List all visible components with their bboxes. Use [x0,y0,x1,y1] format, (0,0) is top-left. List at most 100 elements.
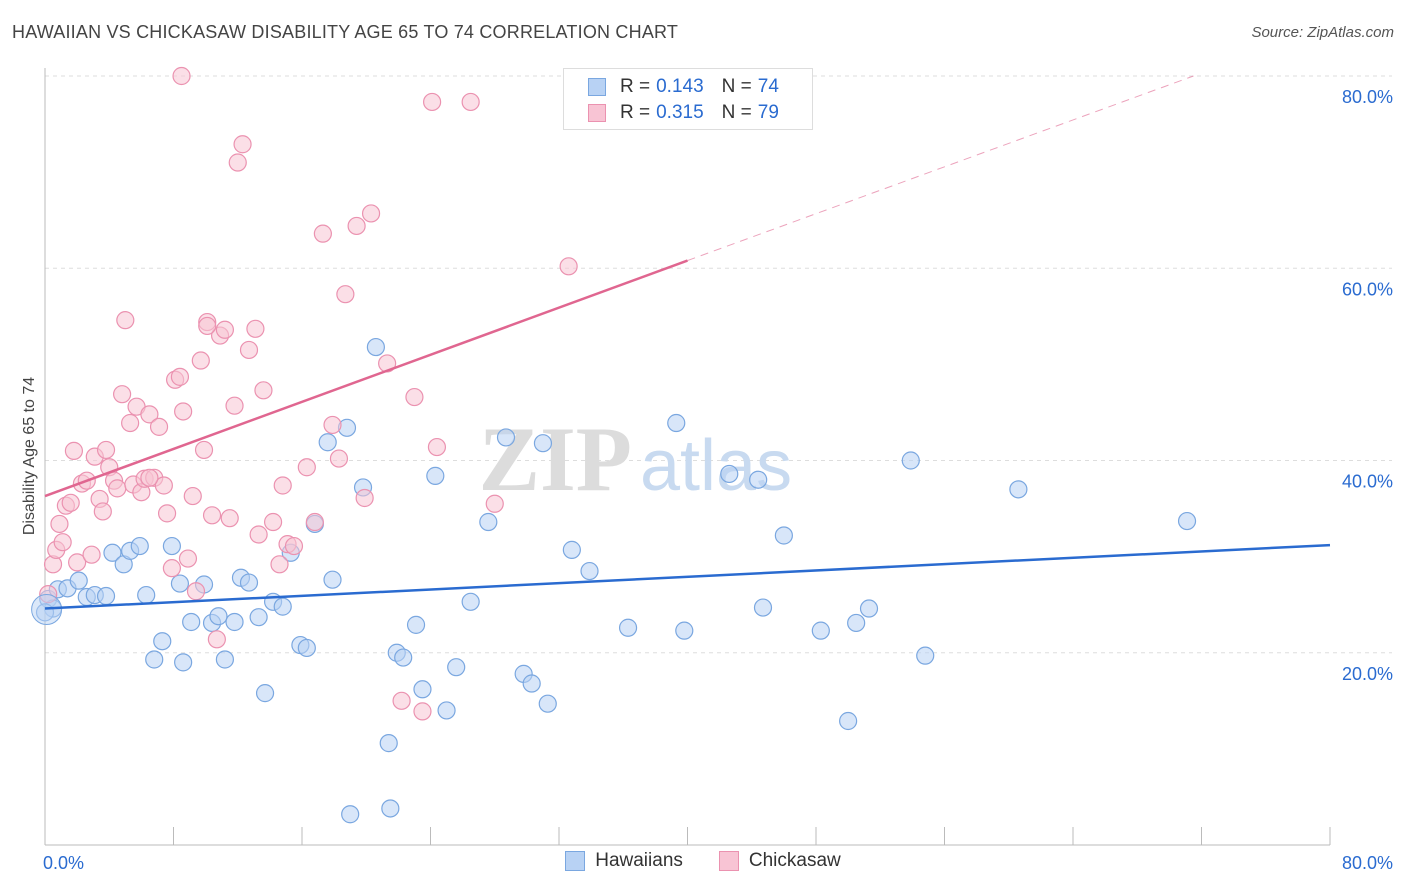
hawaiians-point [580,561,599,581]
grid-lines [45,75,1392,654]
chickasaw-point [68,553,87,572]
hawaiians-point [318,433,337,452]
chickasaw-point [172,66,191,86]
chickasaw-point [61,493,80,512]
chickasaw-point [215,320,234,339]
chickasaw-point [361,204,381,223]
chickasaw-point [249,525,268,544]
watermark-atlas: atlas [640,426,792,506]
stats-row-hawaiians: R = 0.143 N = 74 [588,74,779,100]
axes [44,68,1331,846]
chickasaw-point [297,458,316,477]
hawaiians-point [496,428,516,447]
chickasaw-point [347,216,366,236]
stats-row-chickasaw: R = 0.315 N = 79 [588,100,779,126]
hawaiians-point [901,451,920,470]
watermark-zip: ZIP [479,408,632,510]
hawaiians-point [341,805,360,824]
hawaiians-point [916,646,935,665]
chickasaw-point [239,340,259,360]
chickasaw-point [355,488,374,508]
series-legend: Hawaiians Chickasaw [0,850,1406,872]
legend-item-chickasaw[interactable]: Chickasaw [718,850,841,872]
chickasaw-point [186,582,206,601]
chickasaw-point [154,476,173,495]
chickasaw-point [82,545,101,564]
hawaiians-point [182,612,201,632]
chickasaw-point [273,476,292,495]
chickasaw-point [228,153,247,172]
hawaiians-swatch [588,78,606,96]
hawaiians-point [538,694,557,713]
trend-lines [44,75,1331,610]
chickasaw-point [194,440,214,460]
hawaiians-point [249,608,268,627]
hawaiians-point [174,653,193,672]
chickasaw-point [191,351,210,370]
n-label: N = [721,102,752,123]
chickasaw-point [116,311,135,330]
hawaiians-point [381,799,400,818]
hawaiians-point [426,466,445,485]
hawaiians-point [215,650,234,669]
hawaiians-point [69,571,88,590]
chickasaw-point [96,440,116,460]
hawaiians-point [753,598,773,617]
chickasaw-point [112,385,132,404]
chickasaw-point [157,504,177,523]
chickasaw-point [313,224,332,243]
chickasaw-point [263,512,283,532]
chickasaw-point [93,502,112,521]
hawaiians-point [96,586,116,606]
hawaiians-trend-line [44,543,1331,610]
r-value: 0.315 [656,102,704,123]
chickasaw-point [174,402,193,421]
hawaiians-point [273,597,292,616]
hawaiians-point [667,413,686,433]
chickasaw-point [423,92,442,112]
chickasaw-point [149,417,169,436]
chickasaw-point [198,316,217,336]
hawaiians-point [162,536,181,556]
chickasaw-point [207,630,226,649]
data-points [31,66,1197,824]
hawaiians-point [239,573,259,592]
chickasaw-swatch [718,851,739,871]
chickasaw-point [108,479,127,498]
chickasaw-point [323,415,342,435]
hawaiians-point [533,434,553,453]
stats-legend: R = 0.143 N = 74 R = 0.315 N = 79 [563,68,813,130]
hawaiians-point [323,570,342,589]
source-label: Source: ZipAtlas.com [1251,24,1394,41]
watermark: ZIP atlas [479,408,792,510]
chickasaw-trend-line [44,259,688,498]
chickasaw-swatch [588,104,606,122]
chickasaw-point [246,319,265,338]
hawaiians-point [847,613,866,633]
chart-title: HAWAIIAN VS CHICKASAW DISABILITY AGE 65 … [12,22,679,42]
chickasaw-point [270,555,289,574]
chickasaw-point [254,381,273,400]
legend-item-hawaiians[interactable]: Hawaiians [565,850,683,872]
chickasaw-point [233,135,252,154]
hawaiians-point [225,612,244,632]
chickasaw-point [170,367,190,386]
chickasaw-point [202,506,222,525]
chickasaw-point [336,285,355,304]
chickasaw-point [162,559,181,578]
hawaiians-point [562,540,581,559]
chickasaw-point [64,441,84,460]
chickasaw-point [53,533,72,552]
y-tick-label: 40.0% [1342,472,1393,492]
hawaiians-point [1009,480,1028,499]
hawaiians-point [366,337,385,357]
chickasaw-point [305,512,324,532]
chickasaw-point [427,437,447,457]
hawaiians-point [774,526,793,545]
hawaiians-point [137,585,156,605]
n-label: N = [721,76,752,97]
legend-label-chickasaw: Chickasaw [748,850,841,871]
chickasaw-point [140,405,159,424]
n-value: 79 [757,102,779,123]
